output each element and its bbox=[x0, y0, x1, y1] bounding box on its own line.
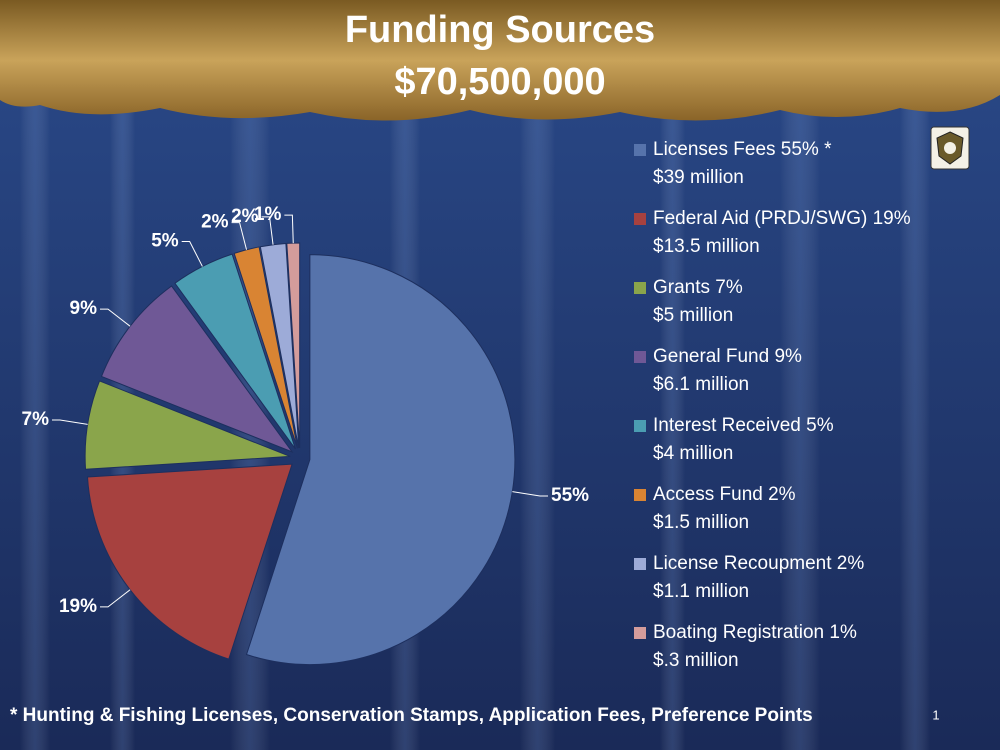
legend-swatch bbox=[634, 351, 646, 363]
leader-line bbox=[181, 240, 203, 267]
leader-line bbox=[284, 214, 294, 244]
legend-label: Licenses Fees 55% * bbox=[653, 139, 832, 160]
data-label: 2% bbox=[201, 212, 229, 233]
leader-line bbox=[512, 491, 549, 497]
leader-line bbox=[51, 419, 88, 425]
leader-line bbox=[99, 589, 131, 608]
legend-label: Interest Received 5% bbox=[653, 415, 834, 436]
data-label: 1% bbox=[254, 204, 282, 225]
logo bbox=[930, 126, 970, 170]
data-label: 2% bbox=[231, 206, 259, 227]
legend-note: $39 million bbox=[653, 167, 744, 188]
legend-label: Grants 7% bbox=[653, 277, 743, 298]
footnote: * Hunting & Fishing Licenses, Conservati… bbox=[10, 705, 813, 726]
pie-slice bbox=[233, 246, 299, 449]
legend-note: $1.5 million bbox=[653, 512, 749, 533]
data-label: 9% bbox=[70, 298, 98, 319]
leader-line bbox=[261, 216, 274, 245]
legend-swatch bbox=[634, 489, 646, 501]
page-number: 1 bbox=[932, 707, 939, 722]
legend-label: Access Fund 2% bbox=[653, 484, 796, 505]
pie-slice bbox=[86, 463, 293, 660]
chart-title: Funding Sources bbox=[345, 9, 655, 51]
data-label: 5% bbox=[151, 231, 179, 252]
parchment-banner bbox=[0, 0, 1000, 121]
leader-line bbox=[99, 308, 131, 327]
legend-note: $13.5 million bbox=[653, 236, 760, 257]
legend-swatch bbox=[634, 213, 646, 225]
legend-swatch bbox=[634, 282, 646, 294]
legend-note: $.3 million bbox=[653, 650, 739, 671]
legend-label: License Recoupment 2% bbox=[653, 553, 864, 574]
leader-line bbox=[231, 222, 248, 250]
legend-swatch bbox=[634, 558, 646, 570]
data-label: 7% bbox=[22, 409, 50, 430]
chart-subtitle: $70,500,000 bbox=[394, 61, 605, 103]
legend-note: $4 million bbox=[653, 443, 733, 464]
data-label: 55% bbox=[551, 485, 589, 506]
legend-note: $6.1 million bbox=[653, 374, 749, 395]
legend-swatch bbox=[634, 627, 646, 639]
legend-label: Boating Registration 1% bbox=[653, 622, 857, 643]
legend-note: $1.1 million bbox=[653, 581, 749, 602]
pie-slice bbox=[245, 254, 516, 665]
legend-note: $5 million bbox=[653, 305, 733, 326]
legend-label: General Fund 9% bbox=[653, 346, 802, 367]
legend-label: Federal Aid (PRDJ/SWG) 19% bbox=[653, 208, 911, 229]
legend-swatch bbox=[634, 144, 646, 156]
legend-swatch bbox=[634, 420, 646, 432]
data-label: 19% bbox=[59, 596, 97, 617]
